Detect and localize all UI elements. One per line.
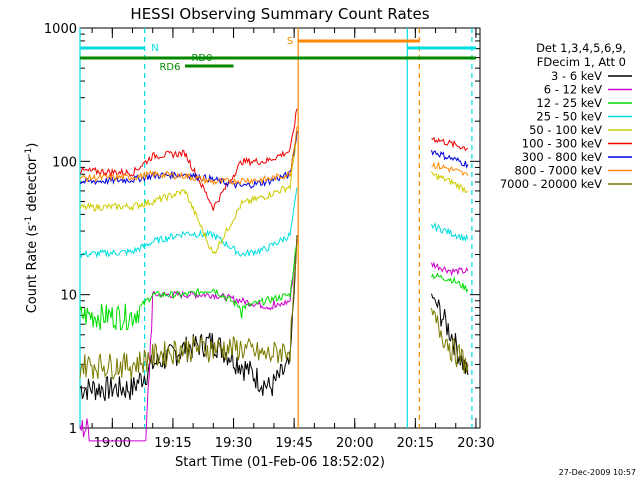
y-tick-label: 1 bbox=[69, 422, 77, 437]
legend-title-line-2: FDecim 1, Att 0 bbox=[537, 55, 626, 69]
y-tick-label: 1000 bbox=[44, 22, 77, 37]
legend-label-4: 50 - 100 keV bbox=[529, 123, 602, 137]
annotation-label: RD6 bbox=[159, 62, 180, 73]
series-line-1 bbox=[79, 239, 298, 442]
legend-label-7: 800 - 7000 keV bbox=[514, 164, 602, 178]
x-tick-label: 19:30 bbox=[215, 436, 252, 451]
series-line-4 bbox=[431, 170, 469, 194]
series-line-5 bbox=[431, 136, 469, 152]
x-tick-label: 19:00 bbox=[94, 436, 131, 451]
legend-label-2: 12 - 25 keV bbox=[536, 96, 602, 110]
series-line-7 bbox=[431, 161, 469, 177]
x-tick-label: 20:15 bbox=[397, 436, 434, 451]
series-line-6 bbox=[79, 131, 298, 189]
series-line-1 bbox=[431, 261, 469, 277]
series-line-8 bbox=[79, 236, 298, 381]
x-tick-label: 20:30 bbox=[457, 436, 494, 451]
series-line-5 bbox=[79, 108, 298, 211]
x-tick-label: 20:00 bbox=[336, 436, 373, 451]
series-line-8 bbox=[431, 307, 469, 374]
legend: Det 1,3,4,5,6,9, FDecim 1, Att 0 3 - 6 k… bbox=[500, 41, 632, 191]
series-line-2 bbox=[79, 243, 298, 331]
chart-title: HESSI Observing Summary Count Rates bbox=[130, 5, 429, 23]
series-line-2 bbox=[431, 272, 469, 293]
series-line-7 bbox=[79, 126, 298, 186]
legend-label-6: 300 - 800 keV bbox=[522, 150, 602, 164]
legend-label-1: 6 - 12 keV bbox=[544, 83, 602, 97]
annotation-label: S bbox=[287, 36, 293, 47]
legend-label-3: 25 - 50 keV bbox=[536, 110, 602, 124]
y-axis-label: Count Rate (s-1 detector-1) bbox=[24, 143, 40, 314]
x-axis-label: Start Time (01-Feb-06 18:52:02) bbox=[175, 455, 385, 470]
x-tick-label: 19:15 bbox=[154, 436, 191, 451]
y-tick-label: 10 bbox=[60, 289, 77, 304]
series-line-6 bbox=[431, 149, 469, 169]
series-line-4 bbox=[79, 131, 298, 255]
timestamp: 27-Dec-2009 10:57 bbox=[559, 468, 636, 477]
annotation-label: N bbox=[151, 43, 158, 54]
legend-label-8: 7000 - 20000 keV bbox=[500, 177, 602, 191]
series-line-0 bbox=[431, 293, 469, 375]
annotation-label: RD0 bbox=[191, 53, 212, 64]
legend-title-line-1: Det 1,3,4,5,6,9, bbox=[536, 41, 626, 55]
plot-area: 1 10 100 1000 19:00 19:15 19:30 19:45 20:00 20:15… bbox=[44, 22, 495, 451]
legend-label-5: 100 - 300 keV bbox=[522, 137, 602, 151]
series-line-3 bbox=[431, 221, 469, 243]
y-tick-label: 100 bbox=[52, 155, 77, 170]
legend-label-0: 3 - 6 keV bbox=[551, 69, 602, 83]
x-tick-label: 19:45 bbox=[275, 436, 312, 451]
series-line-3 bbox=[79, 187, 298, 259]
